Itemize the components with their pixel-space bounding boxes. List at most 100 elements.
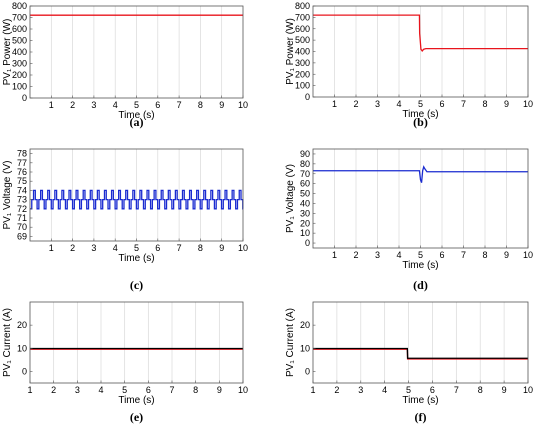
- y-axis-label: PV₁ Voltage (V): [285, 164, 296, 233]
- x-tick-label: 10: [523, 99, 533, 109]
- panel-caption: (b): [413, 115, 428, 129]
- y-tick-label: 71: [17, 213, 27, 223]
- x-tick-label: 5: [406, 385, 411, 395]
- y-tick-label: 500: [12, 36, 27, 46]
- x-tick-label: 3: [91, 100, 96, 110]
- y-tick-label: 50: [300, 189, 310, 199]
- x-tick-label: 4: [396, 250, 401, 260]
- y-tick-label: 300: [295, 58, 310, 68]
- x-tick-label: 2: [353, 250, 358, 260]
- x-tick-label: 9: [219, 243, 224, 253]
- x-tick-label: 4: [113, 243, 118, 253]
- x-tick-label: 8: [193, 385, 198, 395]
- x-tick-label: 3: [375, 250, 380, 260]
- y-tick-label: 77: [17, 158, 27, 168]
- panel-caption: (e): [130, 410, 143, 424]
- x-tick-label: 1: [49, 100, 54, 110]
- x-tick-label: 2: [353, 99, 358, 109]
- x-tick-label: 7: [461, 250, 466, 260]
- y-tick-label: 200: [12, 70, 27, 80]
- x-tick-label: 4: [98, 385, 103, 395]
- plot-frame: [312, 301, 529, 384]
- x-tick-label: 2: [70, 100, 75, 110]
- y-tick-label: 0: [22, 93, 27, 103]
- y-tick-label: 400: [295, 47, 310, 57]
- y-tick-label: 800: [12, 1, 27, 11]
- x-tick-label: 8: [478, 385, 483, 395]
- x-tick-label: 8: [482, 250, 487, 260]
- x-tick-label: 4: [113, 100, 118, 110]
- x-tick-label: 4: [396, 99, 401, 109]
- series-line-0: [30, 189, 244, 210]
- x-tick-label: 8: [198, 243, 203, 253]
- y-tick-label: 72: [17, 204, 27, 214]
- y-tick-label: 200: [295, 69, 310, 79]
- x-tick-label: 7: [454, 385, 459, 395]
- panel-f: 1 2 3 4 5 6 7 8 9 10 0 10 20 Time (s) PV₁ Current (A) (…: [285, 301, 533, 424]
- y-tick-label: 90: [300, 149, 310, 159]
- x-tick-label: 5: [122, 385, 127, 395]
- x-tick-label: 6: [439, 99, 444, 109]
- plot-area: [313, 302, 528, 383]
- x-tick-label: 3: [75, 385, 80, 395]
- y-tick-label: 300: [12, 59, 27, 69]
- panel-e: 1 2 3 4 5 6 7 8 9 10 0 10 20 Time (s) PV₁ Current (A) (…: [2, 301, 248, 424]
- x-tick-label: 1: [27, 385, 32, 395]
- x-axis-label: Time (s): [118, 395, 154, 406]
- panel-b: 1 2 3 4 5 6 7 8 9 100100200300400500600700800Time…: [285, 1, 533, 129]
- y-tick-label: 74: [17, 185, 27, 195]
- x-tick-label: 9: [504, 250, 509, 260]
- panel-caption: (a): [130, 115, 144, 129]
- y-tick-label: 73: [17, 195, 27, 205]
- series-line-0: [313, 14, 528, 52]
- x-axis-label: Time (s): [402, 395, 438, 406]
- x-tick-label: 2: [51, 385, 56, 395]
- x-tick-label: 7: [177, 100, 182, 110]
- y-tick-label: 78: [17, 149, 27, 159]
- y-tick-label: 0: [305, 366, 310, 376]
- x-tick-label: 6: [439, 250, 444, 260]
- x-tick-label: 5: [134, 243, 139, 253]
- x-tick-label: 9: [502, 385, 507, 395]
- x-tick-label: 10: [238, 100, 248, 110]
- y-tick-label: 10: [300, 343, 310, 353]
- y-tick-label: 20: [300, 218, 310, 228]
- y-tick-label: 80: [300, 159, 310, 169]
- x-tick-label: 8: [482, 99, 487, 109]
- panel-caption: (d): [413, 278, 428, 292]
- x-tick-label: 1: [332, 99, 337, 109]
- y-tick-label: 10: [17, 343, 27, 353]
- y-axis-label: PV₁ Current (A): [2, 308, 13, 377]
- x-tick-label: 10: [523, 250, 533, 260]
- series-line-0: [313, 165, 528, 183]
- series-line-1: [313, 347, 528, 359]
- y-axis-label: PV₁ Power (W): [2, 19, 13, 86]
- x-tick-label: 3: [91, 243, 96, 253]
- y-tick-label: 400: [12, 47, 27, 57]
- y-tick-label: 70: [17, 222, 27, 232]
- x-tick-label: 6: [430, 385, 435, 395]
- x-tick-label: 8: [198, 100, 203, 110]
- y-tick-label: 100: [295, 81, 310, 91]
- y-tick-label: 20: [17, 320, 27, 330]
- x-tick-label: 7: [461, 99, 466, 109]
- x-tick-label: 3: [375, 99, 380, 109]
- y-tick-label: 500: [295, 35, 310, 45]
- x-tick-label: 10: [238, 385, 248, 395]
- y-tick-label: 0: [305, 92, 310, 102]
- x-tick-label: 10: [238, 243, 248, 253]
- panel-caption: (c): [130, 278, 143, 292]
- y-tick-label: 0: [22, 366, 27, 376]
- y-axis-label: PV₁ Current (A): [285, 308, 296, 377]
- y-tick-label: 700: [295, 12, 310, 22]
- x-tick-label: 5: [418, 250, 423, 260]
- x-tick-label: 7: [169, 385, 174, 395]
- x-axis-label: Time (s): [118, 110, 154, 121]
- panel-a: 1 2 3 4 5 6 7 8 9 100100200300400500600700800Time…: [2, 1, 248, 129]
- x-tick-label: 5: [418, 99, 423, 109]
- y-tick-label: 69: [17, 231, 27, 241]
- x-tick-label: 6: [155, 243, 160, 253]
- y-tick-label: 700: [12, 13, 27, 23]
